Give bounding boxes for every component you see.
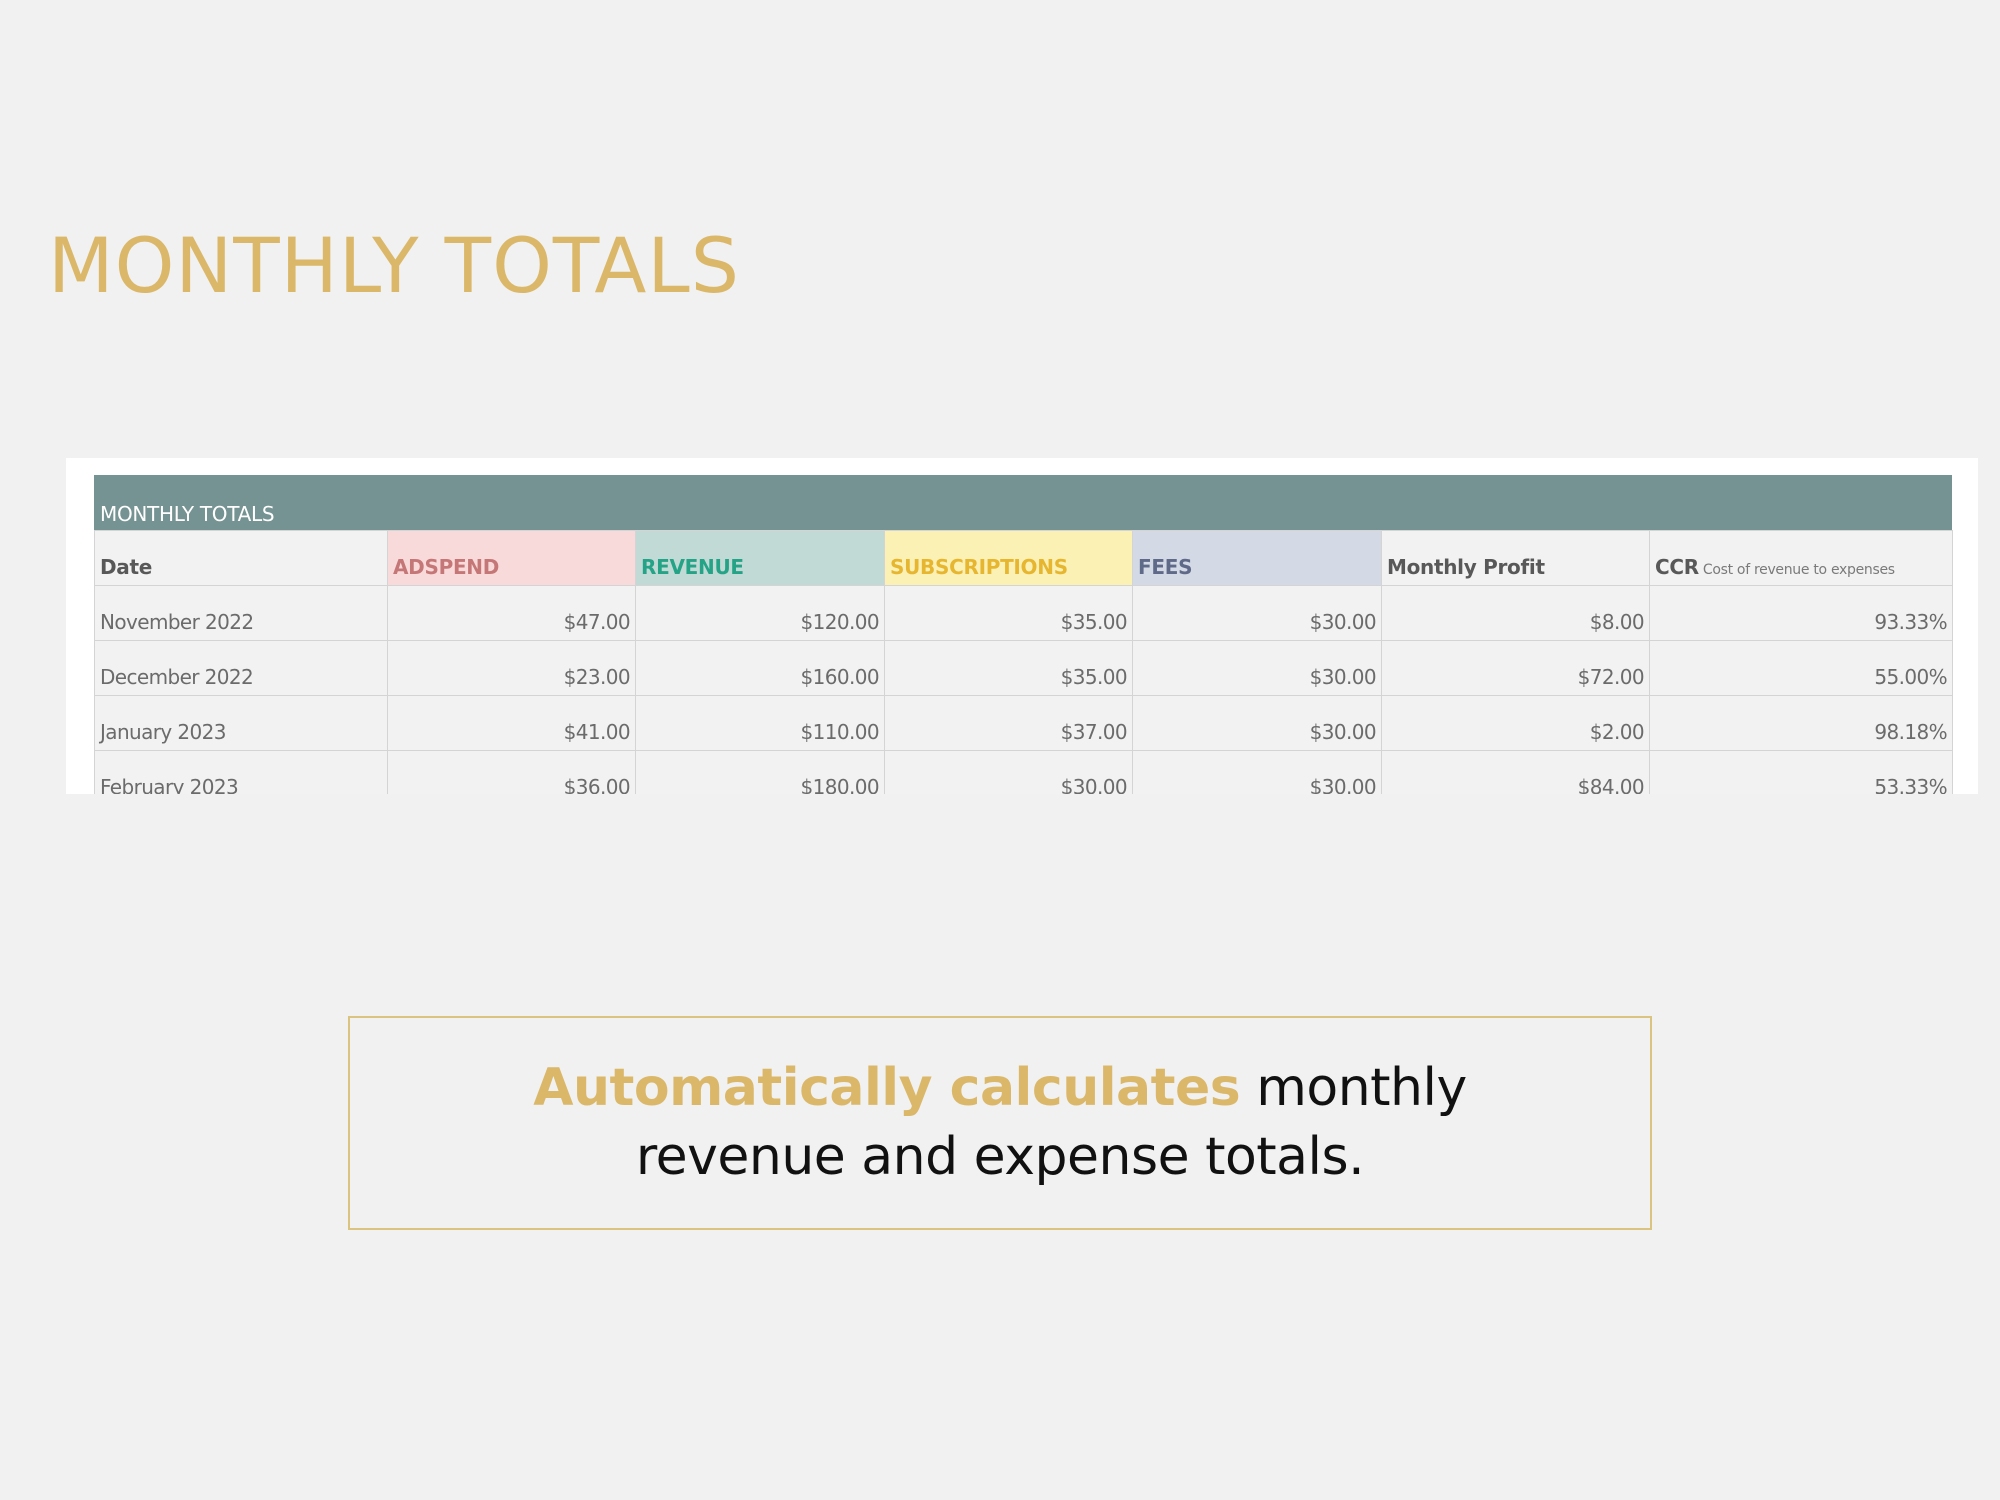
cell-fees[interactable]: $30.00	[1132, 750, 1382, 794]
feature-callout: Automatically calculates monthly revenue…	[348, 1016, 1652, 1230]
cell-subscriptions[interactable]: $35.00	[884, 640, 1133, 696]
cell-adspend[interactable]: $36.00	[387, 750, 636, 794]
cell-revenue[interactable]: $160.00	[635, 640, 885, 696]
cell-date[interactable]: February 2023	[94, 750, 388, 794]
callout-text: Automatically calculates monthly revenue…	[440, 1054, 1560, 1192]
sheet-header: MONTHLY TOTALS	[94, 475, 1952, 530]
cell-ccr[interactable]: 53.33%	[1649, 750, 1953, 794]
table-row: January 2023 $41.00 $110.00 $37.00 $30.00 $2.…	[94, 695, 1953, 751]
cell-revenue[interactable]: $110.00	[635, 695, 885, 751]
callout-body: monthly revenue and expense totals.	[635, 1058, 1467, 1187]
cell-subscriptions[interactable]: $30.00	[884, 750, 1133, 794]
cell-fees[interactable]: $30.00	[1132, 695, 1382, 751]
monthly-totals-sheet: MONTHLY TOTALS Date ADSPEND REVENUE SUBS…	[94, 475, 1953, 794]
cell-date[interactable]: November 2022	[94, 585, 388, 641]
table-row: December 2022 $23.00 $160.00 $35.00 $30.00 $7…	[94, 640, 1953, 696]
column-header-fees[interactable]: FEES	[1132, 530, 1382, 586]
ccr-note: Cost of revenue to expenses	[1702, 562, 1895, 578]
column-header-subscriptions[interactable]: SUBSCRIPTIONS	[884, 530, 1133, 586]
cell-monthly-profit[interactable]: $8.00	[1381, 585, 1650, 641]
cell-monthly-profit[interactable]: $84.00	[1381, 750, 1650, 794]
table-row: November 2022 $47.00 $120.00 $35.00 $30.00 $8…	[94, 585, 1953, 641]
cell-date[interactable]: December 2022	[94, 640, 388, 696]
ccr-label: CCR	[1655, 555, 1699, 579]
cell-ccr[interactable]: 93.33%	[1649, 585, 1953, 641]
cell-fees[interactable]: $30.00	[1132, 640, 1382, 696]
column-header-revenue[interactable]: REVENUE	[635, 530, 885, 586]
cell-adspend[interactable]: $23.00	[387, 640, 636, 696]
column-header-date[interactable]: Date	[94, 530, 388, 586]
column-header-ccr[interactable]: CCR Cost of revenue to expenses	[1649, 530, 1953, 586]
cell-ccr[interactable]: 55.00%	[1649, 640, 1953, 696]
cell-fees[interactable]: $30.00	[1132, 585, 1382, 641]
column-header-monthly-profit[interactable]: Monthly Profit	[1381, 530, 1650, 586]
cell-subscriptions[interactable]: $37.00	[884, 695, 1133, 751]
spreadsheet-screenshot: MONTHLY TOTALS Date ADSPEND REVENUE SUBS…	[66, 458, 1978, 794]
callout-highlight: Automatically calculates	[533, 1058, 1241, 1118]
monthly-totals-table: Date ADSPEND REVENUE SUBSCRIPTIONS FEES …	[94, 530, 1953, 794]
cell-revenue[interactable]: $180.00	[635, 750, 885, 794]
table-body: November 2022 $47.00 $120.00 $35.00 $30.00 $8…	[94, 585, 1953, 794]
sheet-header-title: MONTHLY TOTALS	[100, 502, 275, 526]
cell-date[interactable]: January 2023	[94, 695, 388, 751]
cell-revenue[interactable]: $120.00	[635, 585, 885, 641]
cell-adspend[interactable]: $47.00	[387, 585, 636, 641]
cell-monthly-profit[interactable]: $2.00	[1381, 695, 1650, 751]
page-title: MONTHLY TOTALS	[48, 221, 740, 310]
cell-monthly-profit[interactable]: $72.00	[1381, 640, 1650, 696]
table-row: February 2023 $36.00 $180.00 $30.00 $30.00 $8…	[94, 750, 1953, 794]
column-header-adspend[interactable]: ADSPEND	[387, 530, 636, 586]
cell-adspend[interactable]: $41.00	[387, 695, 636, 751]
cell-subscriptions[interactable]: $35.00	[884, 585, 1133, 641]
column-header-row: Date ADSPEND REVENUE SUBSCRIPTIONS FEES …	[94, 530, 1953, 586]
cell-ccr[interactable]: 98.18%	[1649, 695, 1953, 751]
